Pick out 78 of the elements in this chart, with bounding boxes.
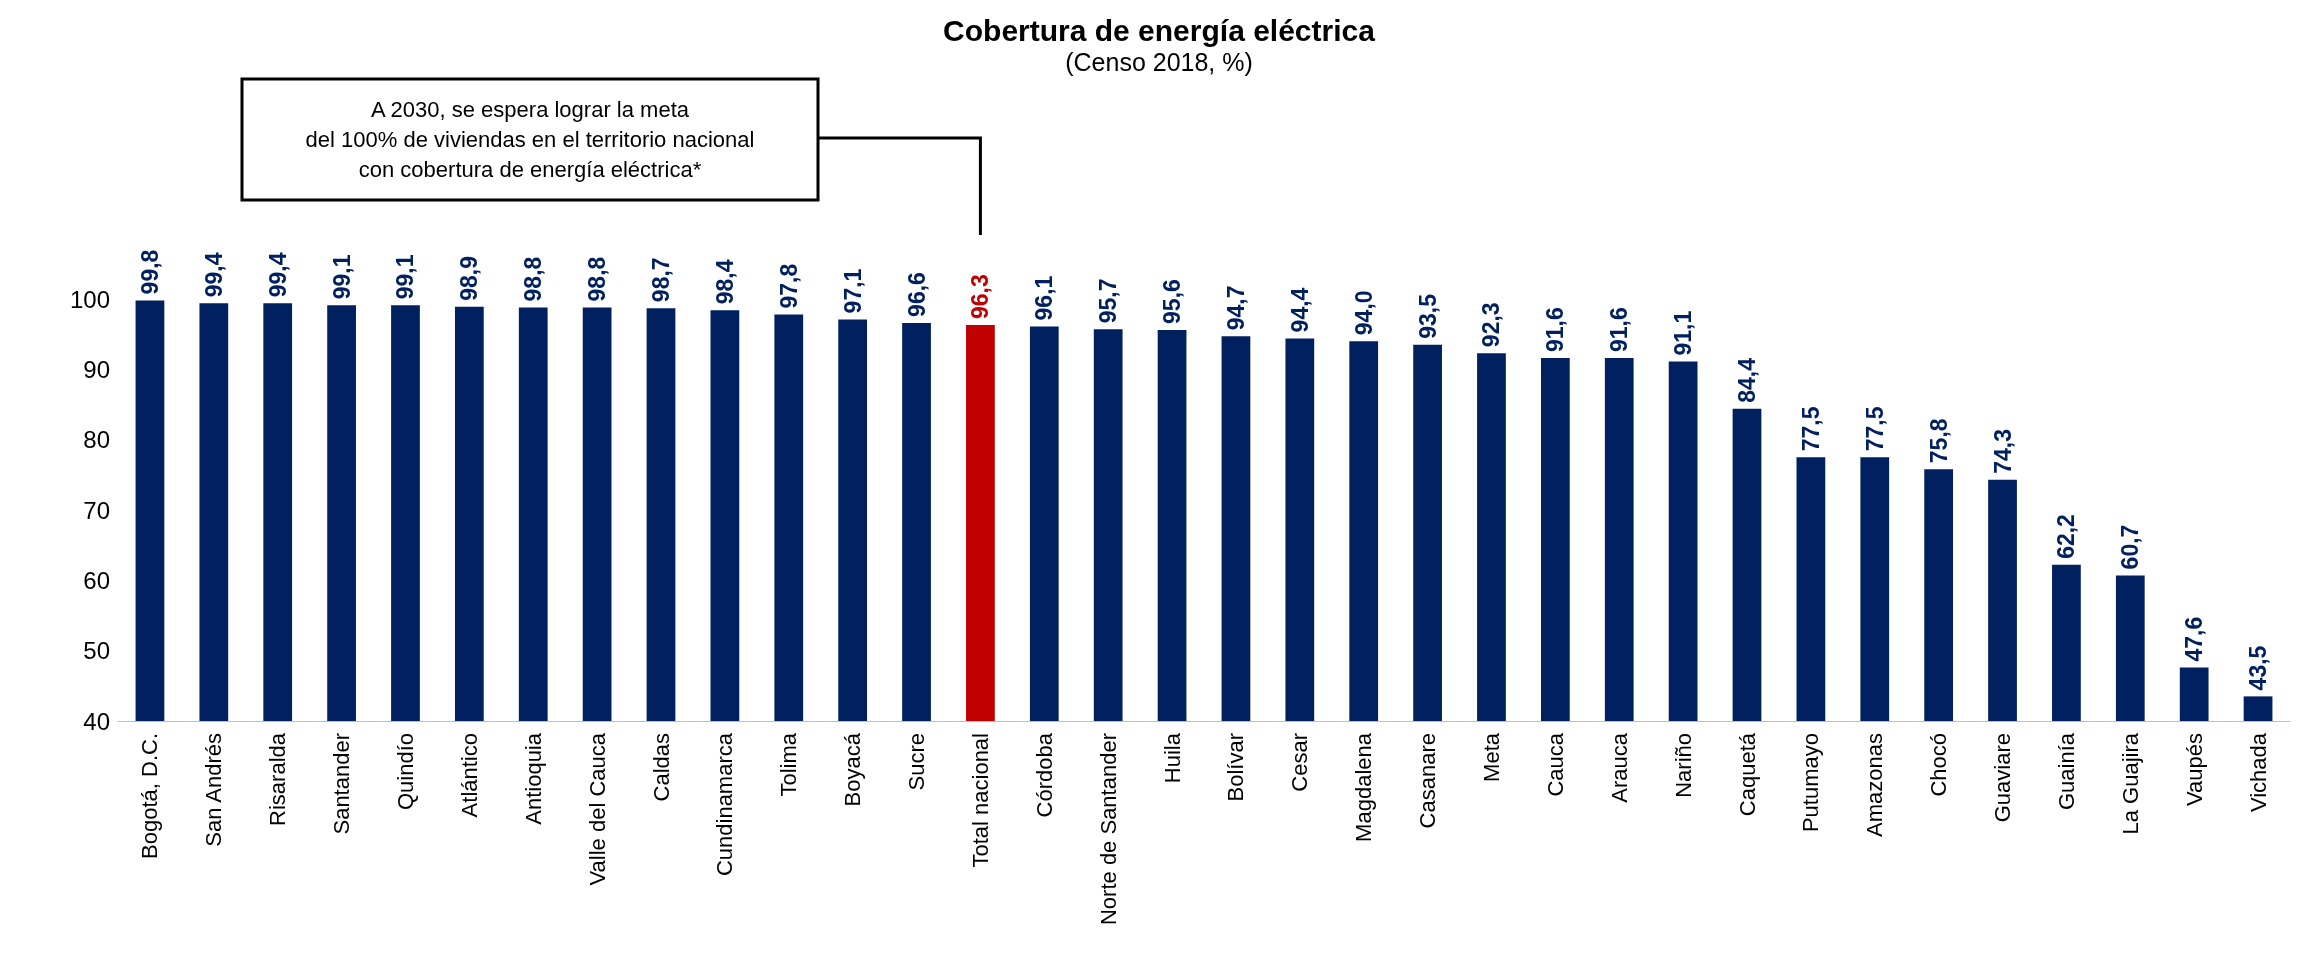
- x-tick-label: Santander: [329, 733, 355, 835]
- data-label: 47,6: [2181, 616, 2208, 662]
- data-label: 94,4: [1286, 287, 1313, 333]
- data-label: 95,7: [1095, 278, 1122, 324]
- data-label: 98,9: [456, 255, 483, 301]
- x-tick-label: Risaralda: [265, 732, 291, 826]
- x-tick-label: Guaviare: [1990, 733, 2016, 823]
- data-label: 98,8: [584, 256, 611, 302]
- x-tick-label: Meta: [1478, 732, 1504, 782]
- y-tick-label: 60: [83, 566, 110, 594]
- data-label: 94,7: [1222, 285, 1249, 331]
- data-label: 91,1: [1670, 310, 1697, 356]
- data-label: 96,6: [903, 272, 930, 317]
- x-tick-label: Atlántico: [456, 733, 482, 818]
- data-label: 92,3: [1478, 302, 1505, 348]
- x-tick-label: Tolima: [776, 732, 802, 797]
- x-tick-label: Huila: [1159, 732, 1185, 784]
- x-tick-label: Valle del Cauca: [584, 732, 610, 886]
- x-tick-label: Cauca: [1542, 732, 1568, 797]
- data-label: 93,5: [1414, 293, 1441, 339]
- data-label: 99,1: [392, 254, 419, 300]
- x-tick-label: Casanare: [1415, 733, 1441, 829]
- data-label: 74,3: [1989, 428, 2016, 474]
- data-label: 77,5: [1797, 406, 1824, 452]
- data-label: 84,4: [1734, 357, 1760, 403]
- x-tick-label: Vaupés: [2181, 733, 2207, 806]
- x-tick-label: Quindío: [392, 733, 418, 811]
- chart-subtitle: (Censo 2018, %): [1065, 47, 1253, 76]
- x-tick-label: Bolívar: [1223, 733, 1249, 802]
- x-tick-label: Putumayo: [1798, 733, 1824, 833]
- x-tick-label: Sucre: [904, 733, 930, 791]
- data-label: 98,8: [520, 256, 547, 302]
- y-tick-label: 80: [83, 426, 110, 454]
- x-tick-label: Guainía: [2053, 732, 2079, 811]
- data-label: 98,4: [711, 259, 738, 305]
- data-label: 91,6: [1606, 307, 1633, 353]
- x-tick-label: Arauca: [1606, 732, 1632, 803]
- data-label: 99,4: [200, 252, 227, 298]
- x-tick-label: Magdalena: [1351, 732, 1377, 842]
- x-tick-label: Amazonas: [1862, 733, 1888, 837]
- x-tick-label: La Guajira: [2117, 732, 2143, 835]
- data-label: 96,3: [967, 274, 994, 320]
- data-label: 75,8: [1925, 418, 1952, 464]
- y-tick-label: 50: [83, 637, 110, 665]
- data-label: 43,5: [2245, 645, 2272, 691]
- x-tick-label: Antioquia: [520, 732, 546, 825]
- x-tick-label: Chocó: [1926, 733, 1952, 797]
- x-tick-label: Norte de Santander: [1095, 733, 1121, 926]
- y-tick-label: 90: [83, 355, 110, 383]
- data-label: 98,7: [648, 257, 674, 303]
- data-label: 96,1: [1031, 275, 1058, 321]
- data-label: 99,8: [136, 249, 163, 295]
- x-tick-label: Nariño: [1670, 733, 1696, 798]
- x-tick-label: Cundinamarca: [712, 732, 738, 877]
- data-label: 97,1: [839, 268, 866, 314]
- x-tick-label: Córdoba: [1031, 732, 1057, 818]
- data-label: 60,7: [2117, 524, 2144, 570]
- y-tick-label: 100: [69, 285, 110, 313]
- x-tick-label: Vichada: [2245, 732, 2271, 813]
- data-label: 95,6: [1159, 279, 1186, 324]
- x-tick-label: Bogotá, D.C.: [137, 733, 163, 859]
- y-tick-label: 40: [83, 707, 110, 735]
- x-tick-label: San Andrés: [201, 733, 227, 847]
- text: A 2030, se espera lograr la meta del 100% de viviendas en el territorio nacional con cobertura de energía eléctrica*: [305, 97, 755, 182]
- data-label: 62,2: [2053, 514, 2080, 559]
- data-label: 94,0: [1350, 290, 1377, 336]
- data-label: 91,6: [1542, 307, 1569, 353]
- data-label: 99,1: [328, 254, 355, 300]
- x-tick-label: Total nacional: [967, 733, 993, 868]
- x-tick-label: Cesar: [1287, 733, 1313, 792]
- data-label: 97,8: [775, 263, 802, 309]
- x-tick-label: Boyacá: [840, 732, 866, 807]
- x-tick-label: Caquetá: [1734, 732, 1760, 817]
- x-tick-label: Caldas: [648, 733, 674, 802]
- data-label: 77,5: [1861, 406, 1888, 452]
- data-label: 99,4: [264, 252, 291, 298]
- y-tick-label: 70: [83, 496, 110, 524]
- chart-title: Cobertura de energía eléctrica: [943, 13, 1376, 47]
